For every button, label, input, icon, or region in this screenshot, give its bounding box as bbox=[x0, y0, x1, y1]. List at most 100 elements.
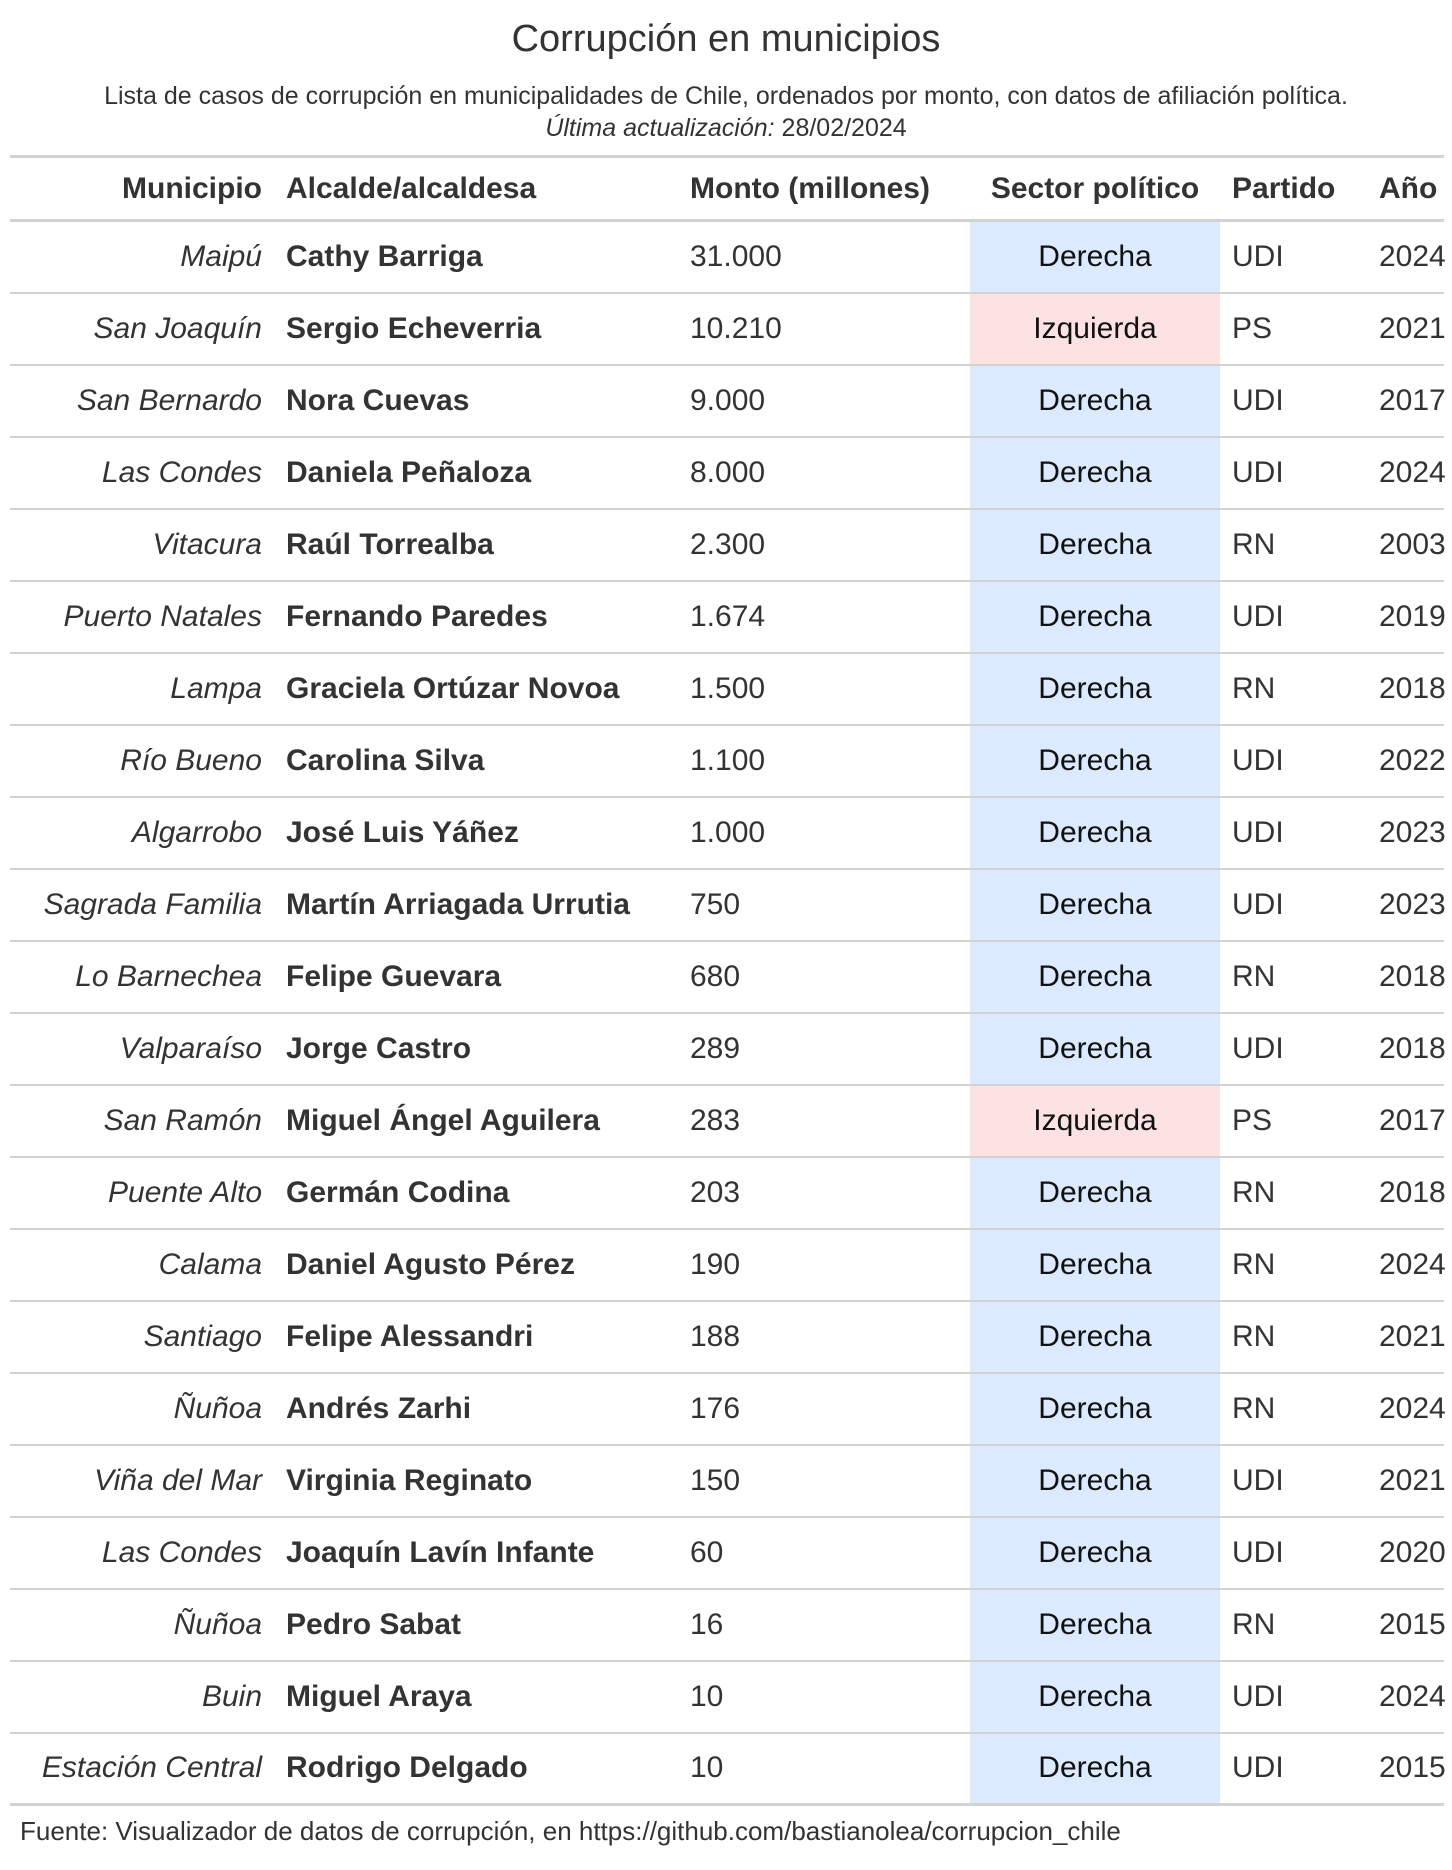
cell-sector: Derecha bbox=[970, 940, 1220, 1013]
cell-ano: 2024 bbox=[1379, 239, 1446, 273]
cell-monto: 680 bbox=[690, 959, 741, 993]
cell-partido: RN bbox=[1232, 1319, 1276, 1353]
cell-partido: RN bbox=[1232, 1391, 1276, 1425]
cell-municipio: Calama bbox=[158, 1247, 262, 1281]
column-header-sector: Sector político bbox=[990, 171, 1200, 205]
cell-alcalde: Andrés Zarhi bbox=[286, 1391, 472, 1425]
table-row: Puente Alto Germán Codina 203 Derecha RN 2018 bbox=[10, 1156, 1446, 1229]
cell-alcalde: Fernando Paredes bbox=[286, 599, 548, 633]
cell-alcalde: Carolina Silva bbox=[286, 743, 485, 777]
cell-partido: RN bbox=[1232, 671, 1276, 705]
cell-ano: 2021 bbox=[1379, 1463, 1446, 1497]
cell-partido: UDI bbox=[1232, 239, 1284, 273]
table-row: Las Condes Joaquín Lavín Infante 60 Derecha… bbox=[10, 1516, 1446, 1589]
cell-sector: Derecha bbox=[970, 1372, 1220, 1445]
chart-title: Corrupción en municipios bbox=[511, 18, 941, 60]
cell-municipio: Lampa bbox=[170, 671, 262, 705]
cell-sector: Derecha bbox=[970, 1516, 1220, 1589]
cell-ano: 2019 bbox=[1379, 599, 1446, 633]
cell-ano: 2017 bbox=[1379, 1103, 1446, 1137]
cell-partido: RN bbox=[1232, 527, 1276, 561]
table-row: Puerto Natales Fernando Paredes 1.674 Derec… bbox=[10, 580, 1446, 653]
cell-municipio: Las Condes bbox=[101, 455, 262, 489]
table-row: Río Bueno Carolina Silva 1.100 Derecha UDI 20… bbox=[10, 724, 1446, 797]
cell-sector: Derecha bbox=[970, 1300, 1220, 1373]
last-updated-date: 28/02/2024 bbox=[781, 114, 907, 142]
cell-municipio: San Ramón bbox=[103, 1103, 262, 1137]
cell-sector: Izquierda bbox=[970, 292, 1220, 365]
table-row: Santiago Felipe Alessandri 188 Derecha RN 202… bbox=[10, 1300, 1446, 1373]
cell-monto: 2.300 bbox=[690, 527, 766, 561]
cell-alcalde: Felipe Alessandri bbox=[286, 1319, 534, 1353]
cell-monto: 203 bbox=[690, 1175, 741, 1209]
cell-ano: 2015 bbox=[1379, 1751, 1446, 1785]
table-row: San Joaquín Sergio Echeverria 10.210 Izquie… bbox=[10, 292, 1446, 365]
cell-partido: UDI bbox=[1232, 455, 1284, 489]
table-row: Estación Central Rodrigo Delgado 10 Derecha… bbox=[10, 1732, 1446, 1805]
header-row: Municipio Alcalde/alcaldesa Monto (millo… bbox=[10, 156, 1444, 221]
table-row: Calama Daniel Agusto Pérez 190 Derecha RN 202… bbox=[10, 1228, 1446, 1301]
cell-ano: 2015 bbox=[1379, 1607, 1446, 1641]
source-note: Fuente: Visualizador de datos de corrupc… bbox=[20, 1816, 1121, 1846]
cell-ano: 2017 bbox=[1379, 383, 1446, 417]
cell-monto: 9.000 bbox=[690, 383, 766, 417]
cell-alcalde: Virginia Reginato bbox=[286, 1463, 533, 1497]
cell-monto: 1.674 bbox=[690, 599, 766, 633]
table-row: Buin Miguel Araya 10 Derecha UDI 2024 bbox=[10, 1660, 1446, 1733]
cell-ano: 2021 bbox=[1379, 1319, 1446, 1353]
cell-monto: 8.000 bbox=[690, 455, 766, 489]
cell-sector: Derecha bbox=[970, 796, 1220, 869]
cell-ano: 2024 bbox=[1379, 1247, 1446, 1281]
table-row: Ñuñoa Andrés Zarhi 176 Derecha RN 2024 bbox=[10, 1372, 1446, 1445]
corruption-table: Municipio Alcalde/alcaldesa Monto (millo… bbox=[10, 155, 1446, 1806]
cell-municipio: Buin bbox=[201, 1679, 262, 1713]
cell-sector: Derecha bbox=[970, 436, 1220, 509]
cell-ano: 2021 bbox=[1379, 311, 1446, 345]
cell-ano: 2020 bbox=[1379, 1535, 1446, 1569]
cell-alcalde: José Luis Yáñez bbox=[286, 815, 519, 849]
cell-partido: PS bbox=[1232, 1103, 1273, 1137]
cell-sector: Derecha bbox=[970, 1012, 1220, 1085]
cell-partido: RN bbox=[1232, 1607, 1276, 1641]
cell-monto: 176 bbox=[690, 1391, 741, 1425]
cell-sector: Derecha bbox=[970, 724, 1220, 797]
table-row: Maipú Cathy Barriga 31.000 Derecha UDI 2024 bbox=[10, 220, 1446, 293]
cell-alcalde: Felipe Guevara bbox=[286, 959, 502, 993]
cell-monto: 750 bbox=[690, 887, 741, 921]
cell-sector: Derecha bbox=[970, 1732, 1220, 1805]
cell-ano: 2018 bbox=[1379, 1031, 1446, 1065]
column-header-municipio: Municipio bbox=[122, 171, 262, 205]
cell-municipio: Maipú bbox=[180, 239, 262, 273]
table-row: Lampa Graciela Ortúzar Novoa 1.500 Derecha R… bbox=[10, 652, 1446, 725]
cell-partido: UDI bbox=[1232, 1535, 1284, 1569]
table-row: Sagrada Familia Martín Arriagada Urrutia 7… bbox=[10, 868, 1446, 941]
cell-municipio: Vitacura bbox=[152, 527, 262, 561]
cell-partido: UDI bbox=[1232, 1031, 1284, 1065]
cell-municipio: Estación Central bbox=[41, 1751, 262, 1785]
cell-sector: Derecha bbox=[970, 1156, 1220, 1229]
cell-municipio: Viña del Mar bbox=[94, 1463, 262, 1497]
cell-sector: Derecha bbox=[970, 1588, 1220, 1661]
cell-municipio: San Joaquín bbox=[93, 311, 262, 345]
cell-partido: UDI bbox=[1232, 383, 1284, 417]
cell-alcalde: Graciela Ortúzar Novoa bbox=[286, 671, 620, 705]
cell-partido: UDI bbox=[1232, 1463, 1284, 1497]
cell-alcalde: Rodrigo Delgado bbox=[286, 1751, 528, 1785]
cell-alcalde: Nora Cuevas bbox=[286, 383, 470, 417]
cell-ano: 2024 bbox=[1379, 1391, 1446, 1425]
cell-sector: Derecha bbox=[970, 220, 1220, 293]
table-row: San Ramón Miguel Ángel Aguilera 283 Izquier… bbox=[10, 1084, 1446, 1157]
table-body: Maipú Cathy Barriga 31.000 Derecha UDI 2024 Sa… bbox=[10, 220, 1446, 1805]
cell-alcalde: Raúl Torrealba bbox=[286, 527, 494, 561]
cell-alcalde: Miguel Araya bbox=[286, 1679, 472, 1713]
cell-alcalde: Pedro Sabat bbox=[286, 1607, 462, 1641]
cell-sector: Derecha bbox=[970, 580, 1220, 653]
cell-alcalde: Sergio Echeverria bbox=[286, 311, 542, 345]
cell-monto: 10 bbox=[690, 1751, 724, 1785]
last-updated: Última actualización: 28/02/2024 bbox=[0, 114, 1452, 143]
cell-sector: Derecha bbox=[970, 652, 1220, 725]
column-header-monto: Monto (millones) bbox=[690, 171, 930, 205]
chart-subtitle: Lista de casos de corrupción en municipa… bbox=[104, 82, 1348, 110]
cell-municipio: San Bernardo bbox=[76, 383, 262, 417]
